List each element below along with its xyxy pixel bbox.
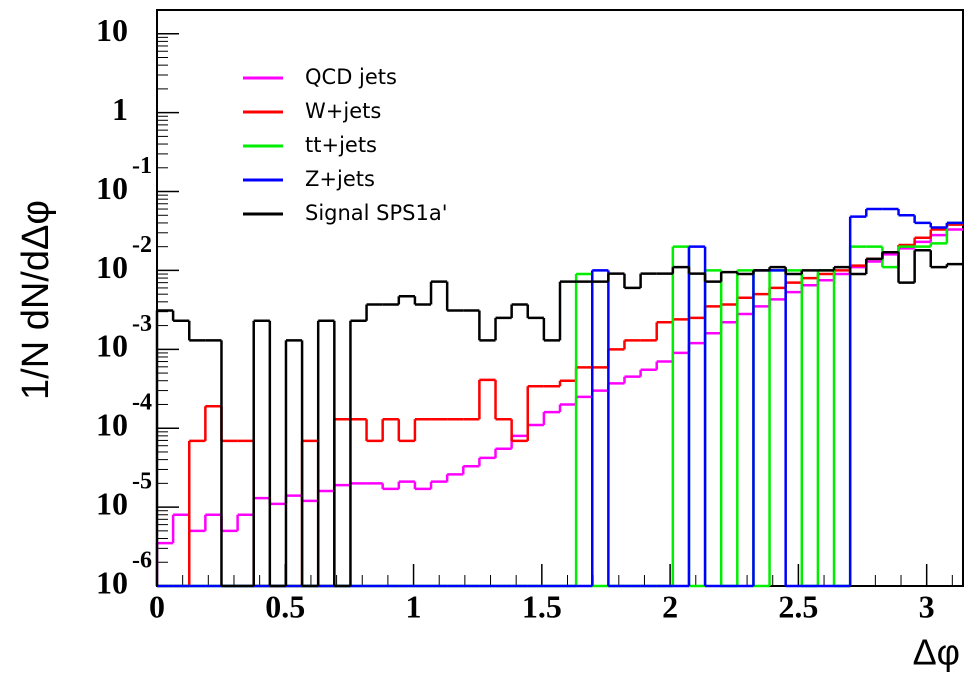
x-tick-label: 2.5	[778, 588, 818, 624]
y-tick-exponent: -5	[132, 469, 152, 495]
x-tick-label: 2	[662, 588, 678, 624]
legend-label: W+jets	[305, 99, 381, 123]
legend-label: Z+jets	[305, 167, 375, 191]
x-tick-label: 1	[406, 588, 422, 624]
legend-label: tt+jets	[305, 133, 377, 157]
legend-label: Signal SPS1a'	[305, 201, 448, 225]
y-tick-label: 10	[96, 485, 128, 521]
y-tick-label: 10	[96, 564, 128, 600]
y-tick-exponent: -1	[132, 153, 152, 179]
y-tick-exponent: -6	[132, 548, 152, 574]
legend-label: QCD jets	[305, 65, 397, 89]
y-tick-label: 1	[112, 91, 128, 127]
y-tick-label: 10	[96, 12, 128, 48]
y-tick-exponent: -3	[132, 311, 152, 337]
y-tick-exponent: -4	[132, 390, 152, 416]
y-tick-label: 10	[96, 407, 128, 443]
x-tick-label: 1.5	[522, 588, 562, 624]
x-axis-title: Δφ	[913, 632, 960, 673]
x-tick-label: 0	[149, 588, 165, 624]
y-tick-label: 10	[96, 170, 128, 206]
x-tick-label: 0.5	[265, 588, 305, 624]
y-axis-title: 1/N dN/dΔφ	[15, 200, 57, 400]
y-tick-label: 10	[96, 328, 128, 364]
x-tick-label: 3	[919, 588, 935, 624]
y-tick-label: 10	[96, 249, 128, 285]
y-tick-exponent: -2	[132, 232, 152, 258]
